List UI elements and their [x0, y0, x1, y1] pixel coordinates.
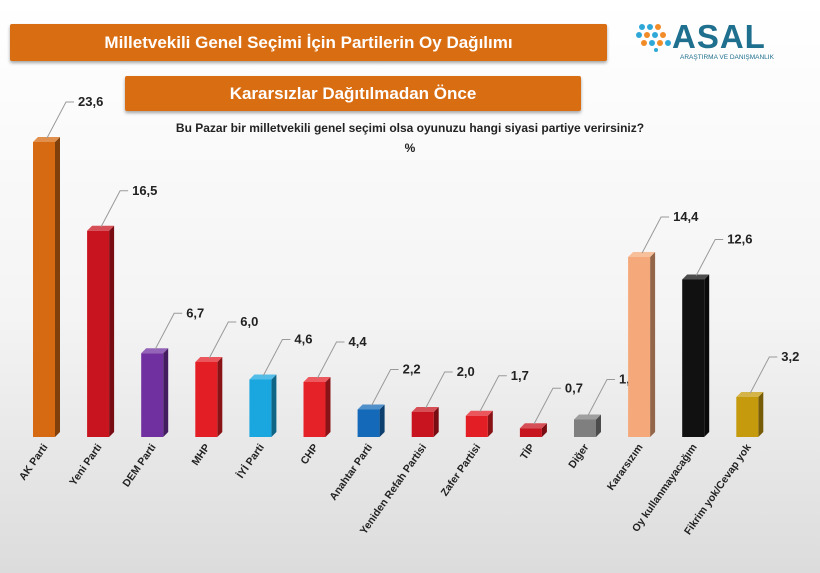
leader-line-yeni-parti: [100, 190, 129, 227]
data-label-tip: 0,7: [565, 380, 583, 395]
data-label-yeniden-refah-partisi: 2,0: [457, 364, 475, 379]
bar-dem-parti: [141, 348, 169, 437]
leader-line-tip: [533, 387, 561, 425]
bar-fikrim-yok-cevap-yok: [736, 392, 764, 437]
bar-ak-parti: [33, 137, 60, 437]
category-label-diger: Diğer: [566, 442, 591, 471]
bar-tip: [519, 423, 547, 437]
leader-line-fikrim-yok-cevap-yok: [749, 356, 778, 394]
data-label-chp: 4,4: [349, 334, 368, 349]
logo-mark-icon: [636, 24, 671, 52]
asal-logo: ASAL ARAŞTIRMA VE DANIŞMANLIK: [634, 18, 784, 66]
category-label-zafer-partisi: Zafer Partisi: [439, 442, 484, 499]
data-label-oy-kullanmayacagim: 12,6: [727, 232, 752, 247]
subtitle-banner: Kararsızlar Dağıtılmadan Önce: [125, 76, 581, 111]
category-label-kararsizim: Kararsızım: [605, 442, 646, 493]
category-label-anahtar-parti: Anahtar Parti: [327, 442, 375, 503]
title-banner: Milletvekili Genel Seçimi İçin Partileri…: [10, 24, 607, 61]
leader-line-mhp: [208, 321, 237, 359]
data-label-mhp: 6,0: [240, 314, 258, 329]
data-label-zafer-partisi: 1,7: [511, 368, 529, 383]
category-label-ak-parti: AK Parti: [17, 442, 51, 483]
leader-line-diger: [587, 379, 615, 416]
leader-line-oy-kullanmayacagim: [695, 239, 724, 276]
logo-name: ASAL: [672, 18, 766, 55]
bar-yeni-parti: [87, 225, 115, 437]
leader-line-kararsizim: [641, 216, 670, 254]
bar-yeniden-refah-partisi: [411, 407, 439, 437]
bar-chp: [303, 377, 331, 437]
data-label-anahtar-parti: 2,2: [403, 362, 421, 377]
category-label-chp: CHP: [298, 442, 321, 467]
logo-tagline: ARAŞTIRMA VE DANIŞMANLIK: [680, 54, 774, 61]
bar-iyi-parti: [249, 374, 277, 437]
bar-mhp: [195, 357, 223, 437]
leader-line-chp: [317, 341, 345, 379]
bar-kararsizim: [628, 252, 656, 437]
data-label-yeni-parti: 16,5: [132, 183, 157, 198]
category-label-dem-parti: DEM Parti: [120, 442, 158, 490]
data-label-iyi-parti: 4,6: [294, 332, 312, 347]
bar-anahtar-parti: [357, 404, 385, 437]
survey-question: Bu Pazar bir milletvekili genel seçimi o…: [175, 121, 645, 135]
category-label-tip: TİP: [517, 441, 537, 462]
bar-diger: [574, 414, 601, 437]
leader-line-ak-parti: [46, 101, 74, 139]
leader-line-dem-parti: [154, 312, 183, 350]
unit-label: %: [404, 141, 416, 155]
category-label-iyi-parti: İYİ Parti: [234, 441, 267, 481]
data-label-kararsizim: 14,4: [673, 209, 699, 224]
data-label-fikrim-yok-cevap-yok: 3,2: [781, 349, 799, 364]
chart-subtitle: Kararsızlar Dağıtılmadan Önce: [229, 83, 477, 103]
leader-line-zafer-partisi: [479, 375, 507, 412]
leader-line-yeniden-refah-partisi: [425, 371, 453, 409]
category-label-yeni-parti: Yeni Parti: [67, 442, 104, 488]
leader-line-anahtar-parti: [371, 369, 399, 406]
data-label-ak-parti: 23,6: [78, 94, 103, 109]
data-label-dem-parti: 6,7: [186, 305, 204, 320]
bar-zafer-partisi: [465, 410, 493, 437]
leader-line-iyi-parti: [262, 339, 291, 376]
bar-oy-kullanmayacagim: [682, 274, 710, 437]
chart-title: Milletvekili Genel Seçimi İçin Partileri…: [104, 32, 513, 52]
category-label-mhp: MHP: [190, 442, 213, 468]
